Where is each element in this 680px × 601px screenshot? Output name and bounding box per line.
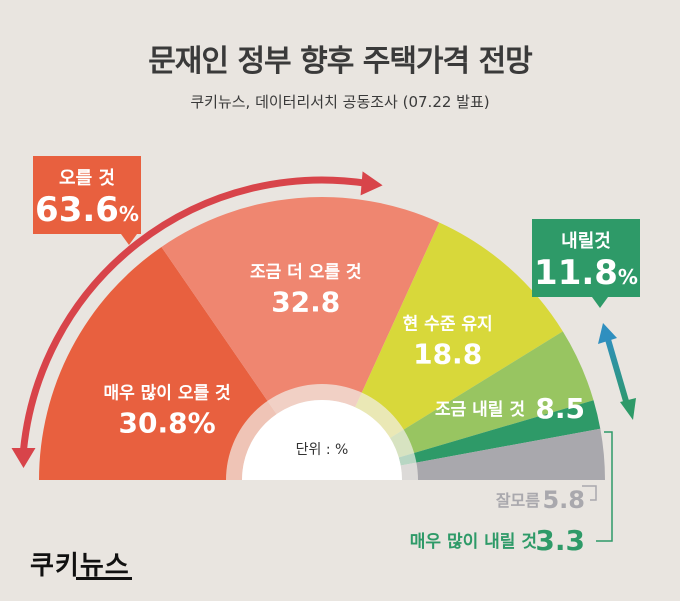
group-arrows	[11, 171, 636, 469]
chart-title: 문재인 정부 향후 주택가격 전망	[148, 44, 533, 79]
slice-value-3: 8.5	[535, 392, 585, 425]
fall-double-arrow	[604, 335, 631, 409]
slice-value-5: 5.8	[542, 486, 585, 514]
slice-value-2: 18.8	[413, 337, 482, 370]
callout-rise-pct: %	[118, 202, 139, 226]
unit-label: 단위 : %	[296, 442, 349, 458]
fall-arrowhead-up	[598, 323, 617, 344]
slice-value-0: 30.8%	[119, 407, 216, 440]
callout-fall-value: 11.8	[534, 253, 618, 293]
callout-fall-pct: %	[617, 265, 638, 289]
slice-label-5: 잘모름	[496, 491, 540, 510]
callout-fall-pointer	[592, 297, 608, 308]
slice-2	[355, 222, 563, 438]
slice-0	[39, 246, 277, 480]
slice-value-1: 32.8	[271, 286, 340, 319]
slice-label-2: 현 수준 유지	[403, 314, 493, 334]
slice-label-4: 매우 많이 내릴 것	[410, 532, 537, 552]
slice-1	[161, 197, 440, 415]
callout-rise-label: 오를 것	[59, 168, 115, 189]
rise-arrowhead-down	[11, 448, 36, 469]
callout-rise-pointer	[121, 234, 137, 245]
callout-fall: 내릴것 11.8%	[532, 219, 640, 308]
kuki-news-logo: 쿠키뉴스	[30, 545, 132, 582]
callout-rise-value: 63.6	[35, 190, 119, 230]
slice-3	[390, 331, 594, 458]
slice-value-4: 3.3	[535, 524, 585, 557]
slice-label-1: 조금 더 오를 것	[250, 263, 362, 283]
slice-labels: 매우 많이 오를 것 30.8% 조금 더 오를 것 32.8 현 수준 유지 18.8 조…	[103, 263, 613, 557]
rise-arrowhead-right	[360, 171, 383, 196]
rise-arc-arrow	[19, 176, 371, 454]
hub-disc	[242, 400, 402, 480]
fall-arrowhead-down	[620, 398, 636, 420]
chart-subtitle: 쿠키뉴스, 데이터리서치 공동조사 (07.22 발표)	[190, 93, 490, 111]
semi-donut-slices	[39, 197, 605, 480]
slice-5	[400, 428, 605, 480]
leader-line-unsure	[582, 485, 597, 501]
callout-rise: 오를 것 63.6%	[33, 156, 141, 245]
slice-4	[398, 400, 601, 466]
leader-line-fall-much	[596, 431, 613, 542]
center-hub: 단위 : %	[226, 384, 418, 480]
slice-label-0: 매우 많이 오를 것	[103, 384, 230, 404]
callout-fall-label: 내릴것	[561, 231, 611, 252]
slice-label-3: 조금 내릴 것	[435, 400, 525, 420]
